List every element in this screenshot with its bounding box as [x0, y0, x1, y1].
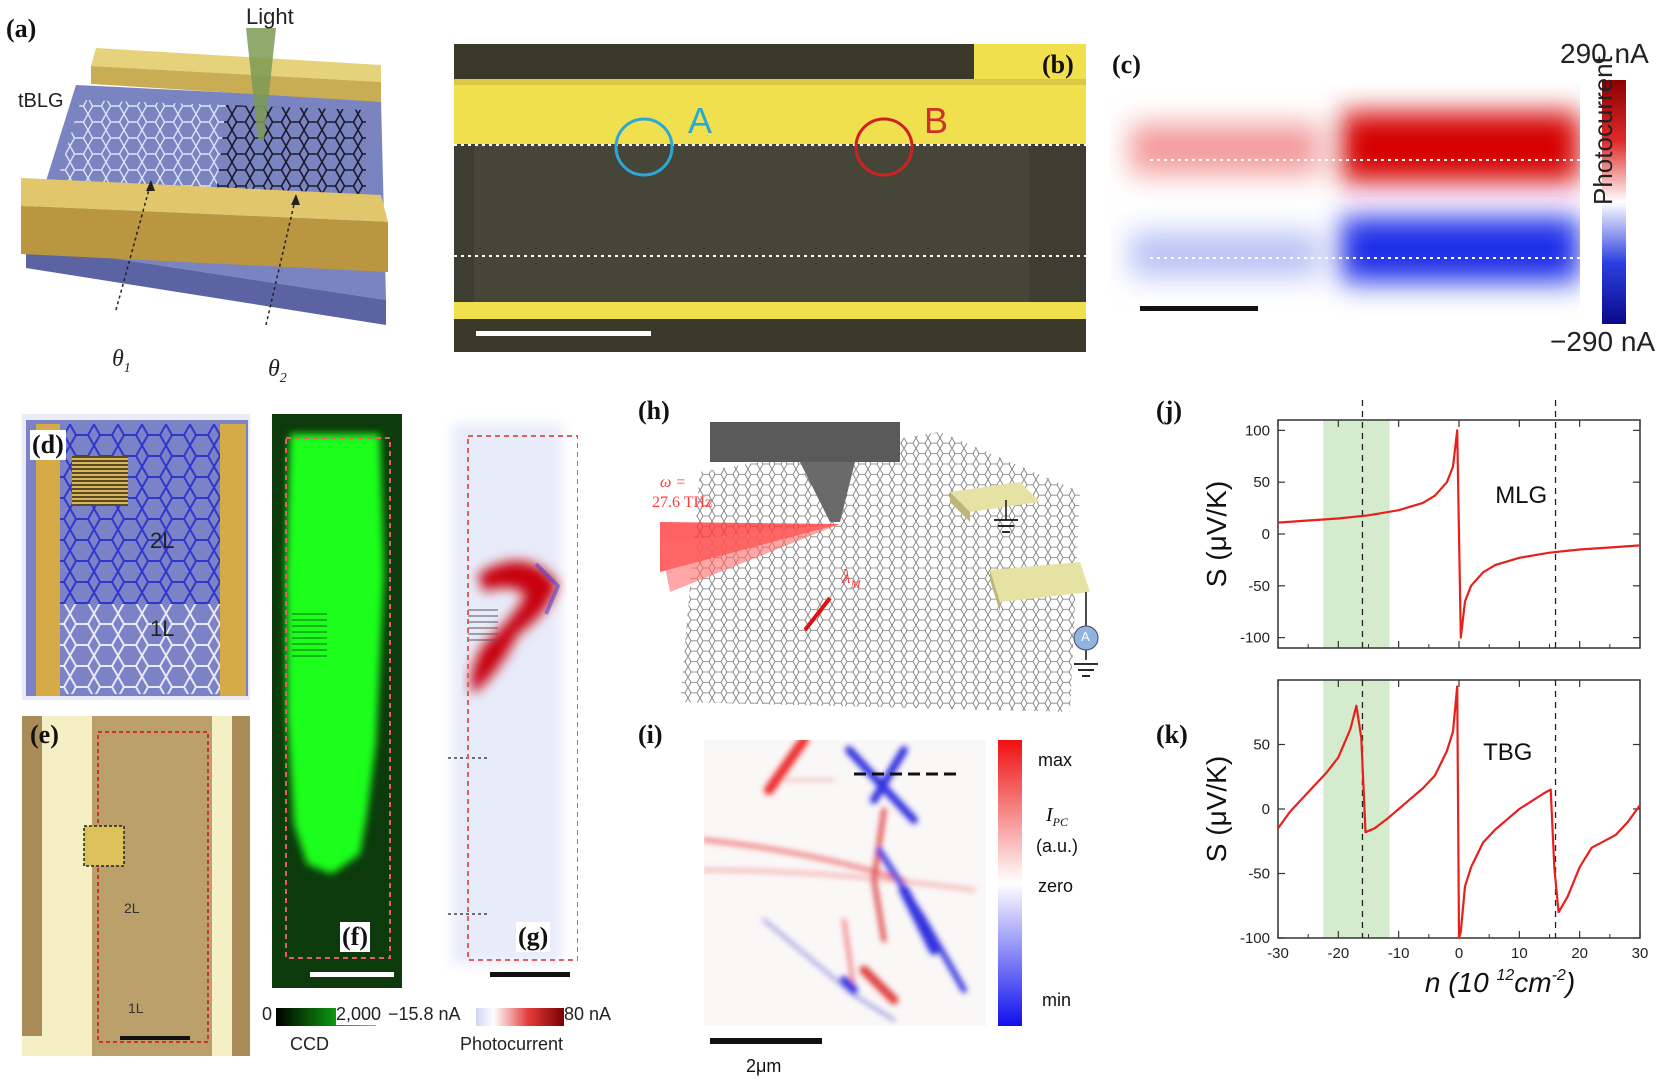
colorbar-i-zero: zero: [1038, 876, 1074, 896]
point-a-label: A: [688, 100, 713, 141]
panel-label-h: (h): [638, 396, 670, 425]
ytick-label-1-3: -100: [1240, 930, 1270, 947]
series-line-1-0: [1277, 685, 1641, 940]
panel-label-j: (j): [1156, 396, 1182, 425]
panel-c-colorbar: [1602, 80, 1626, 324]
panel-label-g: (g): [516, 922, 551, 952]
panel-label-c: (c): [1112, 50, 1141, 79]
colorbar-c-axis-label: Photocurrent: [1588, 56, 1618, 205]
ytick-label-1-1: 0: [1262, 801, 1270, 818]
series-line-0-0: [1277, 429, 1641, 639]
panel-i-photocurrent-map: [704, 740, 986, 1026]
scalebar-i-label: 2μm: [746, 1056, 782, 1076]
colorbar-i-max: max: [1038, 750, 1073, 770]
panel-i-colorbar: [998, 740, 1022, 1026]
ytick-label-1-2: -50: [1248, 866, 1270, 883]
xtick-label-1-4: 10: [1511, 945, 1528, 962]
ytick-label-0-3: -50: [1248, 578, 1270, 595]
photocurrent-max-label: 80 nA: [564, 1004, 612, 1024]
ammeter-label: A: [1081, 629, 1090, 644]
tblg-label: tBLG: [18, 90, 64, 112]
panel-d-2l-label: 2L: [150, 528, 175, 553]
lambda-label: λM: [842, 566, 861, 591]
theta1-label: θ1: [112, 346, 131, 376]
frequency-label-2: 27.6 THz: [652, 494, 713, 511]
panel-b-optical-image: [454, 44, 1086, 352]
colorbar-c-max: 290 nA: [1560, 38, 1649, 69]
photocurrent-colorbar: [476, 1008, 564, 1026]
panel-e-1l-label: 1L: [128, 1000, 144, 1016]
light-label: Light: [246, 4, 294, 29]
curve-label-1: TBG: [1483, 739, 1532, 766]
ytick-label-0-4: -100: [1240, 630, 1270, 647]
xtick-label-1-1: -20: [1327, 945, 1349, 962]
ccd-label: CCD: [290, 1034, 329, 1054]
panel-label-e: (e): [30, 720, 59, 749]
ytick-label-1-0: 50: [1253, 737, 1270, 754]
colorbar-i-au: (a.u.): [1036, 836, 1079, 856]
colorbar-i-min: min: [1042, 990, 1072, 1010]
xtick-label-1-3: 0: [1455, 945, 1463, 962]
xtick-label-1-5: 20: [1571, 945, 1588, 962]
frequency-label-1: ω =: [660, 474, 687, 491]
panel-g-photocurrent-map: [418, 414, 578, 988]
ytick-label-0-0: 100: [1245, 422, 1270, 439]
panel-e-optical-image: [22, 716, 250, 1056]
panel-label-a: (a): [6, 14, 37, 43]
colorbar-c-min: −290 nA: [1550, 326, 1656, 357]
panel-f-ccd-image: [272, 414, 402, 988]
photocurrent-min-label: −15.8 nA: [388, 1004, 461, 1024]
panel-d-1l-label: 1L: [150, 616, 175, 641]
panel-c-photocurrent-map: [1110, 84, 1580, 324]
ytick-label-0-1: 50: [1253, 474, 1270, 491]
xtick-label-1-2: -10: [1388, 945, 1410, 962]
panel-a-device-schematic: [21, 28, 388, 326]
panel-label-i: (i): [638, 720, 663, 749]
xtick-label-1-6: 30: [1632, 945, 1649, 962]
point-b-label: B: [924, 100, 949, 141]
scalebar-i: [710, 1038, 822, 1044]
panel-h-snom-schematic: [660, 422, 1099, 712]
panel-label-d: (d): [30, 430, 66, 460]
photocurrent-label: Photocurrent: [460, 1034, 564, 1054]
panel-label-f: (f): [340, 922, 370, 952]
ccd-min-label: 0: [262, 1004, 273, 1024]
panel-label-b: (b): [1042, 50, 1074, 79]
y-axis-label-0: S (μV/K): [1201, 481, 1232, 587]
curve-label-0: MLG: [1495, 482, 1547, 509]
y-axis-label-1: S (μV/K): [1201, 756, 1232, 862]
panel-label-k: (k): [1156, 720, 1188, 749]
ccd-max-label: 2,000: [336, 1004, 382, 1025]
x-axis-label: n (10 12cm-2): [1425, 967, 1575, 998]
shaded-band-1: [1323, 680, 1390, 938]
ytick-label-0-2: 0: [1262, 526, 1270, 543]
theta2-label: θ2: [268, 356, 287, 386]
panel-d-schematic: [22, 414, 250, 700]
shaded-band-0: [1323, 420, 1390, 648]
colorbar-i-ipc: IPC: [1046, 804, 1069, 829]
xtick-label-1-0: -30: [1267, 945, 1289, 962]
panel-e-2l-label: 2L: [124, 900, 140, 916]
